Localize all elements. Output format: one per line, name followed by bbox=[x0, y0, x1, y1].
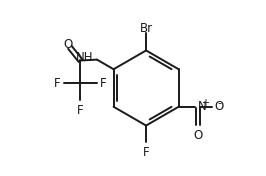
Text: O: O bbox=[214, 100, 223, 113]
Text: F: F bbox=[143, 146, 149, 159]
Text: +: + bbox=[201, 98, 209, 108]
Text: Br: Br bbox=[140, 22, 153, 35]
Text: F: F bbox=[77, 104, 84, 117]
Text: -: - bbox=[218, 98, 222, 108]
Text: NH: NH bbox=[76, 51, 94, 64]
Text: F: F bbox=[54, 77, 61, 90]
Text: O: O bbox=[64, 38, 73, 51]
Text: N: N bbox=[198, 100, 206, 113]
Text: O: O bbox=[193, 129, 202, 142]
Text: F: F bbox=[100, 77, 107, 90]
